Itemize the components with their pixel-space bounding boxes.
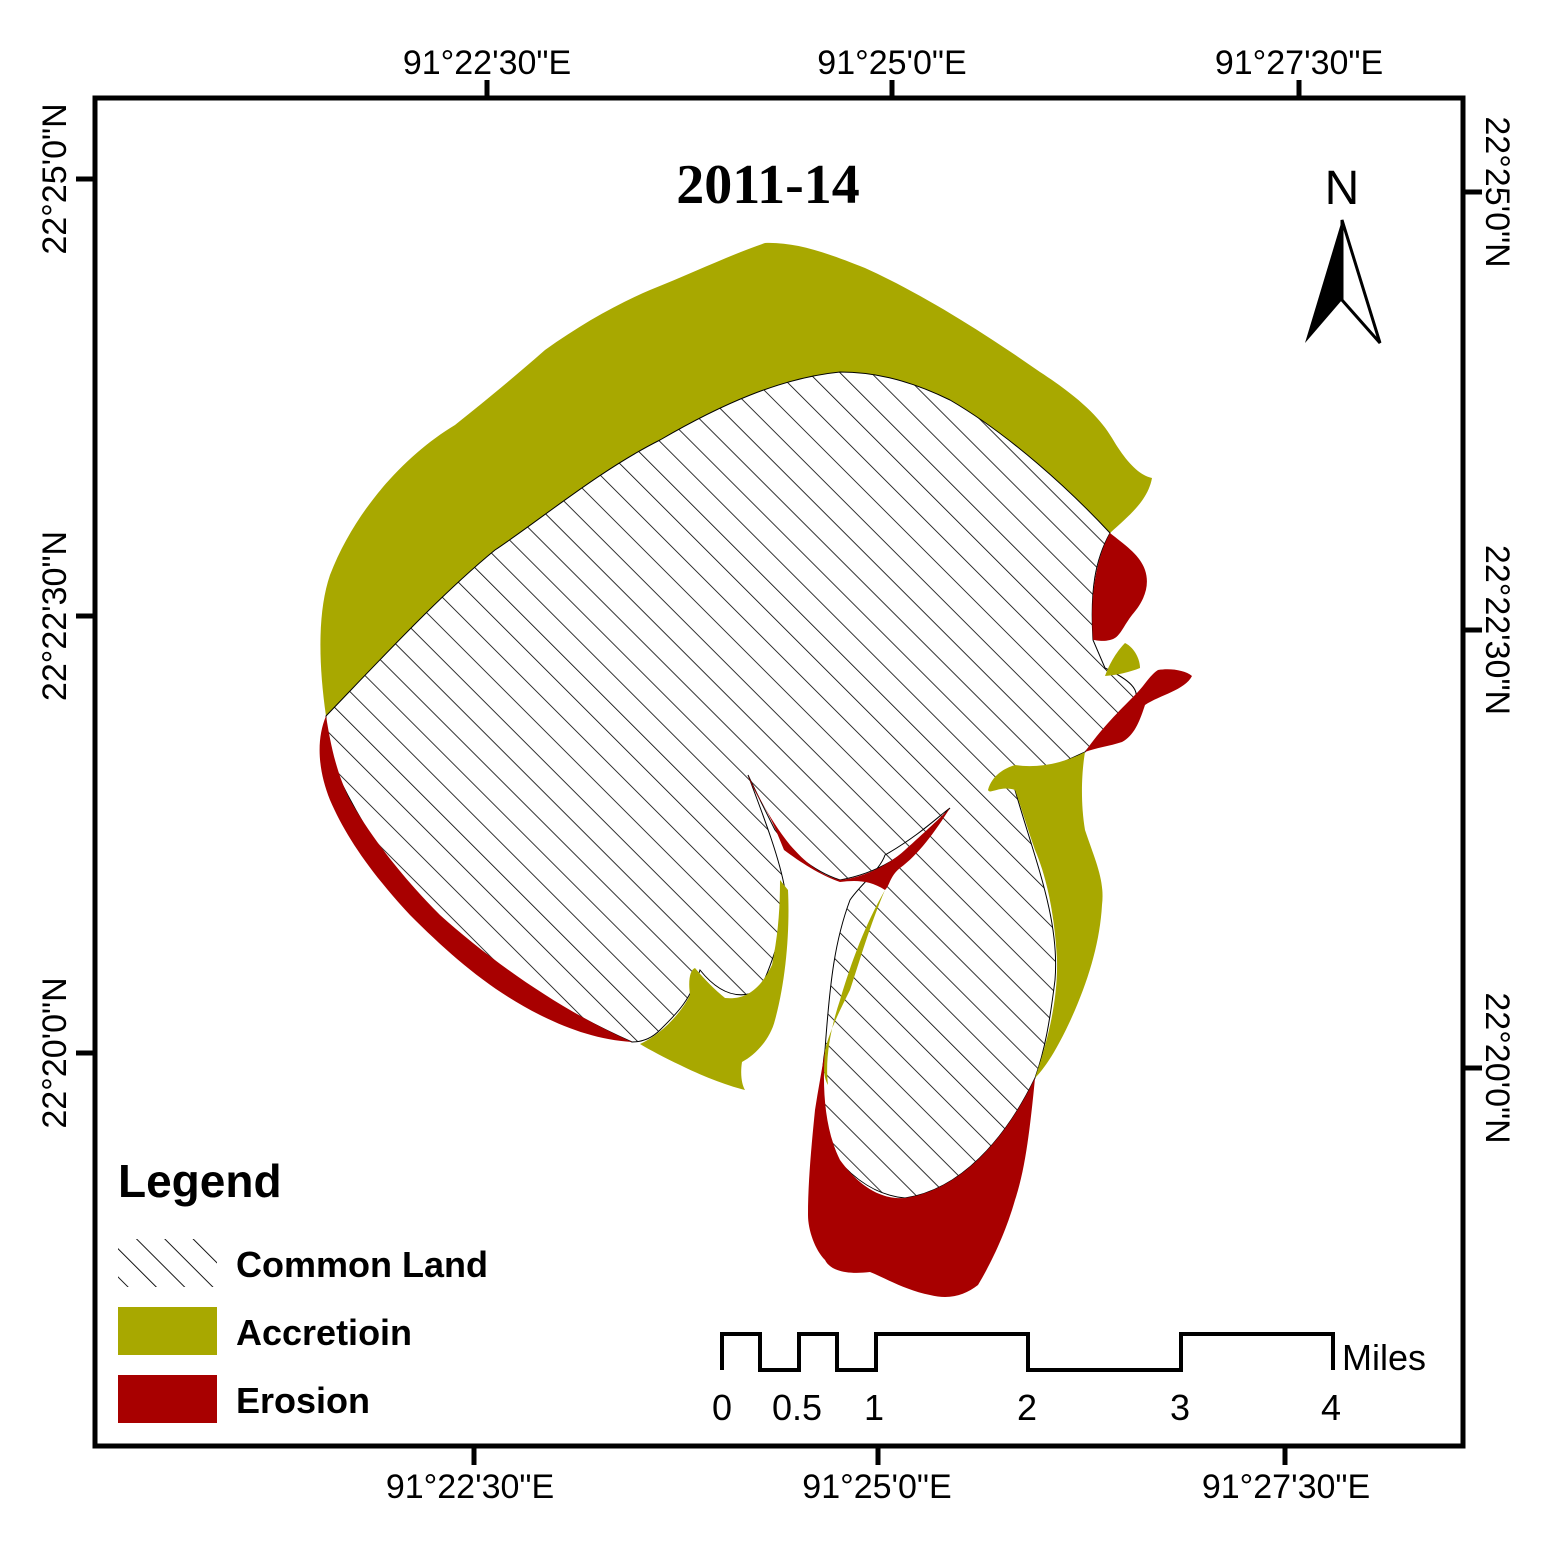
right-lat-label-1: 22°25'0"N — [1478, 116, 1516, 267]
north-arrow-icon: N — [1305, 162, 1382, 344]
bottom-lon-label-1: 91°22'30"E — [386, 1468, 554, 1506]
graticule-ticks — [76, 80, 1482, 1465]
scale-tick-0: 0 — [712, 1387, 732, 1428]
legend: Legend Common Land Accretioin Erosion — [118, 1155, 488, 1423]
scale-tick-1: 1 — [864, 1387, 884, 1428]
land-change-features — [319, 242, 1192, 1297]
bottom-lon-label-3: 91°27'30"E — [1202, 1468, 1370, 1506]
right-lat-label-2: 22°22'30"N — [1478, 545, 1516, 715]
accretion-southwest-lobe — [640, 880, 789, 1090]
legend-heading: Legend — [118, 1155, 282, 1207]
bottom-lon-label-2: 91°25'0"E — [802, 1468, 951, 1506]
left-lat-label-3: 22°20'0"N — [36, 977, 74, 1128]
legend-swatch-common-land — [118, 1239, 217, 1287]
left-lat-label-2: 22°22'30"N — [36, 531, 74, 701]
legend-swatch-erosion — [118, 1375, 217, 1423]
legend-label-accretion: Accretioin — [236, 1312, 412, 1353]
scale-tick-3: 3 — [1170, 1387, 1190, 1428]
accretion-east-strip — [988, 752, 1103, 1078]
scale-bar-unit: Miles — [1342, 1337, 1426, 1378]
map-title: 2011-14 — [676, 154, 860, 216]
scale-tick-0-5: 0.5 — [772, 1387, 822, 1428]
map-frame — [92, 95, 1466, 1449]
erosion-west-arc — [319, 716, 632, 1042]
erosion-east-upper — [1092, 533, 1147, 641]
north-arrow-label: N — [1325, 162, 1360, 215]
top-lon-label-1: 91°22'30"E — [403, 44, 571, 82]
right-lat-label-3: 22°20'0"N — [1478, 992, 1516, 1143]
erosion-south-lobe — [808, 1050, 1035, 1297]
accretion-north-band — [320, 242, 1152, 716]
legend-swatch-accretion — [118, 1307, 217, 1355]
erosion-inner-notch — [748, 775, 950, 890]
top-lon-label-2: 91°25'0"E — [817, 44, 966, 82]
scale-bar: Miles 0 0.5 1 2 3 4 — [712, 1332, 1426, 1428]
scale-tick-2: 2 — [1017, 1387, 1037, 1428]
accretion-east-lens — [1105, 643, 1140, 676]
erosion-east-spur — [1085, 669, 1192, 752]
scale-tick-4: 4 — [1321, 1387, 1341, 1428]
top-lon-label-3: 91°27'30"E — [1215, 44, 1383, 82]
legend-label-erosion: Erosion — [236, 1380, 370, 1421]
left-lat-label-1: 22°25'0"N — [36, 103, 74, 254]
legend-label-common-land: Common Land — [236, 1244, 488, 1285]
